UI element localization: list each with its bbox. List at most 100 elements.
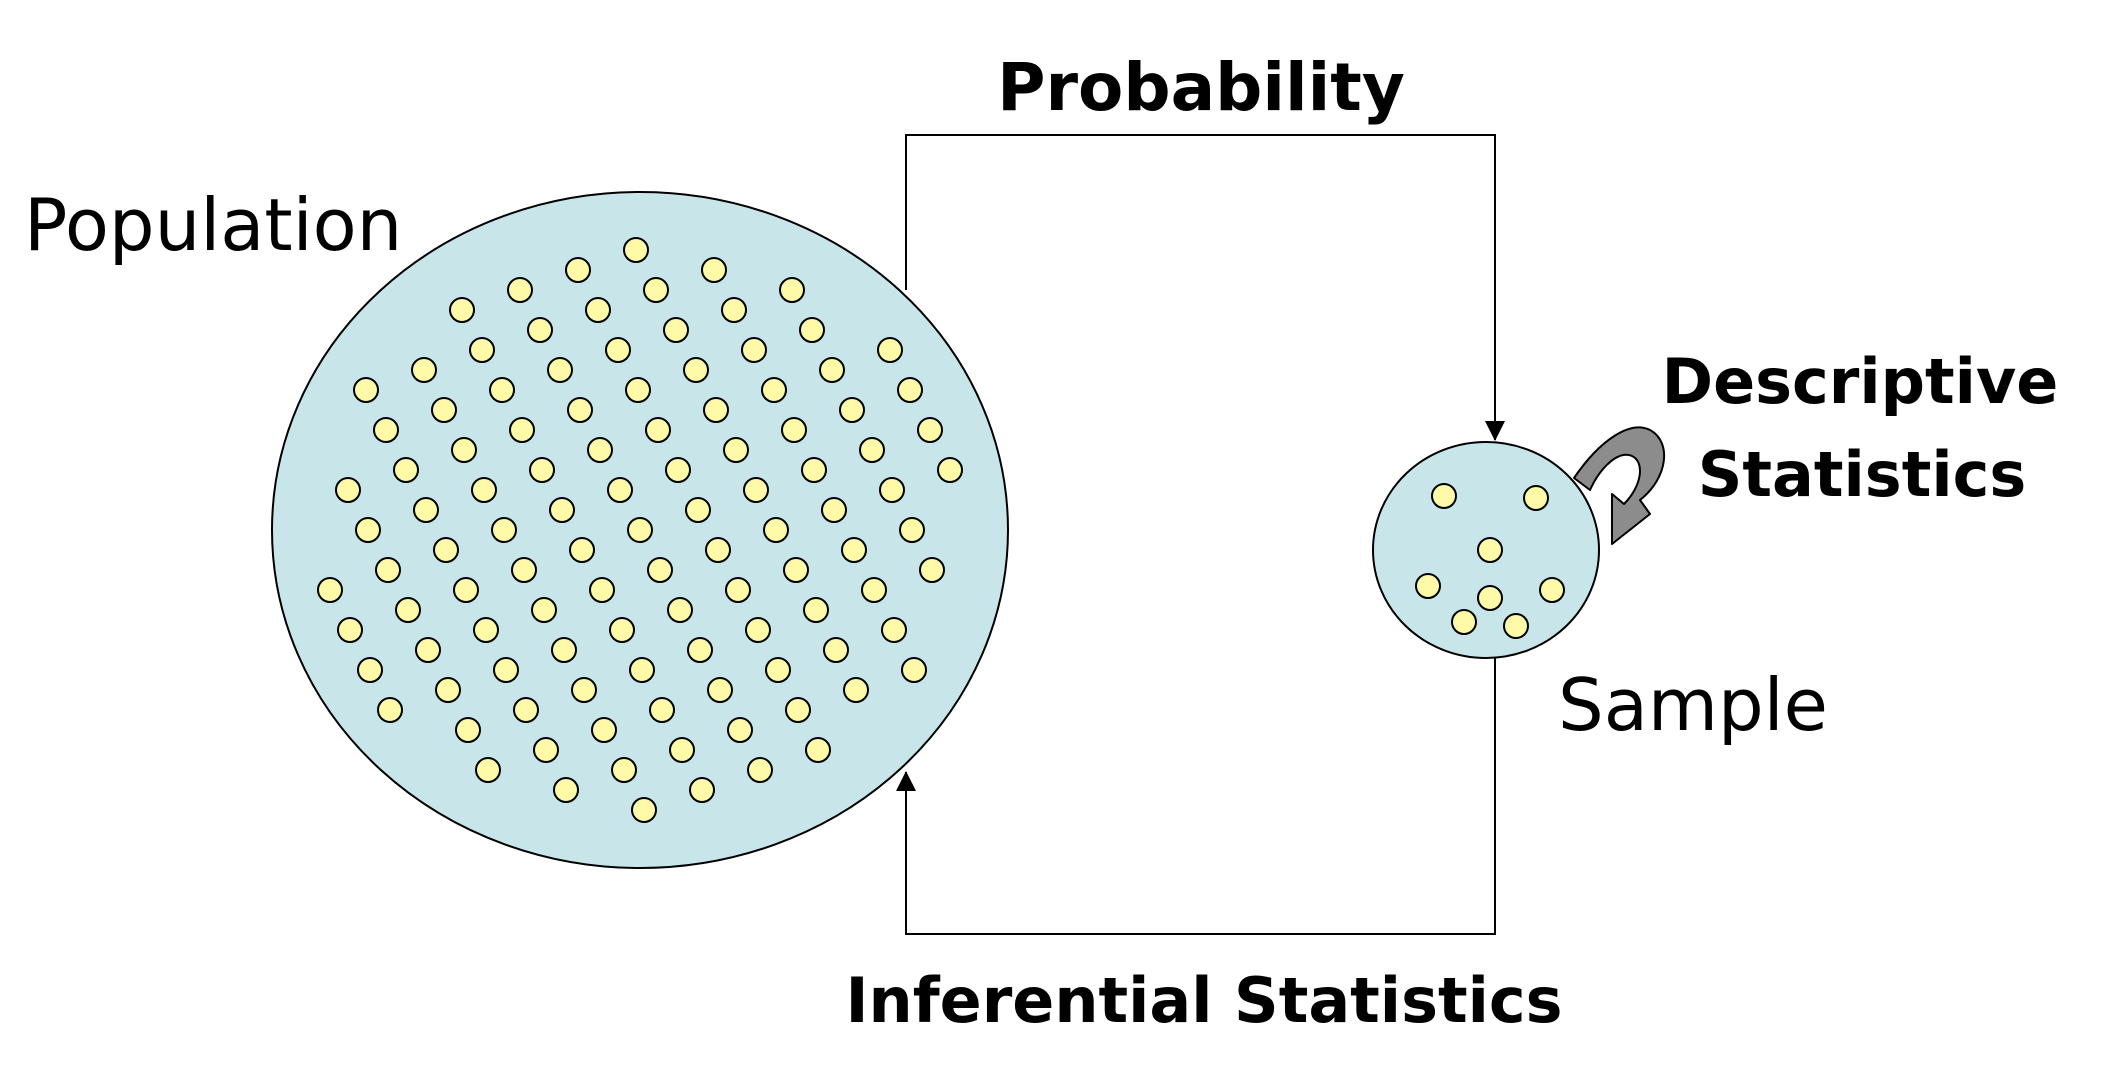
population-dot xyxy=(701,257,727,283)
population-dot xyxy=(629,657,655,683)
sample-dot xyxy=(1477,537,1503,563)
population-dot xyxy=(877,337,903,363)
population-dot xyxy=(549,497,575,523)
population-dot xyxy=(317,577,343,603)
population-dot xyxy=(707,677,733,703)
population-dot xyxy=(937,457,963,483)
population-dot xyxy=(703,397,729,423)
population-dot xyxy=(801,457,827,483)
population-dot xyxy=(605,337,631,363)
population-dot xyxy=(743,477,769,503)
population-dot xyxy=(781,417,807,443)
population-dot xyxy=(475,757,501,783)
population-dot xyxy=(631,797,657,823)
population-dot xyxy=(395,597,421,623)
sample-dot xyxy=(1415,573,1441,599)
population-dot xyxy=(455,717,481,743)
population-dot xyxy=(449,297,475,323)
population-dot xyxy=(897,377,923,403)
population-dot xyxy=(721,297,747,323)
sample-dot xyxy=(1451,609,1477,635)
population-dot xyxy=(765,657,791,683)
sample-label: Sample xyxy=(1558,663,1828,747)
population-dot xyxy=(529,457,555,483)
population-dot xyxy=(861,577,887,603)
population-dot xyxy=(355,517,381,543)
population-dot xyxy=(609,617,635,643)
population-dot xyxy=(453,577,479,603)
population-dot xyxy=(685,497,711,523)
population-dot xyxy=(547,357,573,383)
population-dot xyxy=(393,457,419,483)
population-dot xyxy=(353,377,379,403)
population-dot xyxy=(411,357,437,383)
population-dot xyxy=(823,637,849,663)
population-dot xyxy=(611,757,637,783)
population-dot xyxy=(625,377,651,403)
population-dot xyxy=(533,737,559,763)
population-dot xyxy=(511,557,537,583)
population-dot xyxy=(589,577,615,603)
population-dot xyxy=(879,477,905,503)
population-dot xyxy=(377,697,403,723)
population-dot xyxy=(799,317,825,343)
population-dot xyxy=(587,437,613,463)
population-dot xyxy=(785,697,811,723)
population-dot xyxy=(687,637,713,663)
population-dot xyxy=(667,597,693,623)
population-dot xyxy=(337,617,363,643)
population-dot xyxy=(471,477,497,503)
inferential-arrow xyxy=(896,658,1496,935)
population-dot xyxy=(553,777,579,803)
descriptive-curved-arrow xyxy=(1573,426,1666,545)
inferential-label: Inferential Statistics xyxy=(845,964,1562,1037)
population-dot xyxy=(643,277,669,303)
sample-dot xyxy=(1523,485,1549,511)
descriptive-label-line1: Descriptive xyxy=(1662,345,2059,418)
sample-dot xyxy=(1503,613,1529,639)
population-dot xyxy=(627,517,653,543)
population-dot xyxy=(569,537,595,563)
population-dot xyxy=(783,557,809,583)
population-dot xyxy=(919,557,945,583)
sample-dot xyxy=(1431,483,1457,509)
population-dot xyxy=(645,417,671,443)
population-dots xyxy=(317,237,963,823)
population-dot xyxy=(843,677,869,703)
population-dot xyxy=(705,537,731,563)
population-dot xyxy=(373,417,399,443)
population-dot xyxy=(415,637,441,663)
population-dot xyxy=(683,357,709,383)
population-dot xyxy=(491,517,517,543)
population-dot xyxy=(451,437,477,463)
population-dot xyxy=(469,337,495,363)
population-dot xyxy=(727,717,753,743)
population-dot xyxy=(489,377,515,403)
population-dot xyxy=(565,257,591,283)
population-dot xyxy=(571,677,597,703)
population-dot xyxy=(431,397,457,423)
population-dot xyxy=(335,477,361,503)
population-dot xyxy=(689,777,715,803)
population-dot xyxy=(507,277,533,303)
population-dot xyxy=(663,317,689,343)
sample-dot xyxy=(1539,577,1565,603)
population-dot xyxy=(901,657,927,683)
sample-dots xyxy=(1415,483,1565,639)
population-dot xyxy=(805,737,831,763)
population-dot xyxy=(357,657,383,683)
population-dot xyxy=(899,517,925,543)
population-dot xyxy=(647,557,673,583)
population-label: Population xyxy=(24,183,402,267)
sample-dot xyxy=(1477,585,1503,611)
population-dot xyxy=(551,637,577,663)
population-dot xyxy=(513,697,539,723)
population-dot xyxy=(585,297,611,323)
population-dot xyxy=(435,677,461,703)
sample xyxy=(1372,441,1600,659)
population-dot xyxy=(527,317,553,343)
population-dot xyxy=(567,397,593,423)
population-dot xyxy=(591,717,617,743)
probability-arrow xyxy=(905,134,1505,441)
